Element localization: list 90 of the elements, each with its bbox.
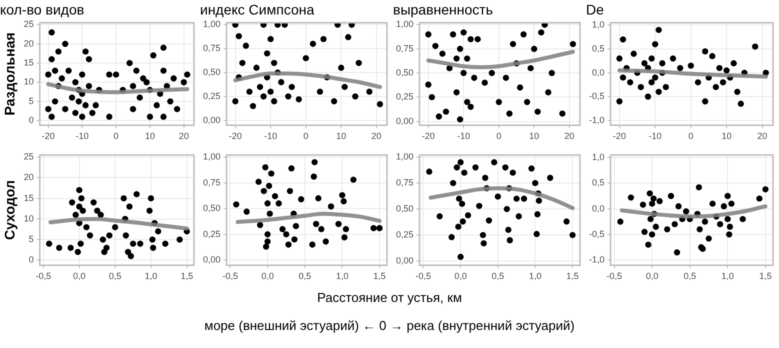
x-tick-label: -10 <box>76 131 89 142</box>
x-tick-label: 0 <box>114 131 119 142</box>
x-tick-label: 1,0 <box>721 271 734 282</box>
y-axis-title: Раздольная <box>1 32 18 116</box>
x-tick-label: -0,5 <box>415 271 432 282</box>
y-tick-label: -0,5 <box>588 228 605 239</box>
x-tick-label: 10 <box>722 131 732 142</box>
y-tick-label: 10 <box>24 213 34 224</box>
x-tick-label: 1,5 <box>566 271 579 282</box>
y-tick-label: -1,0 <box>588 114 605 125</box>
x-tick-label: 20 <box>178 131 189 142</box>
x-tick-label: 0 <box>496 131 502 142</box>
y-tick-label: 1,0 <box>592 20 605 30</box>
y-tick-label: 20 <box>24 38 34 48</box>
x-tick-label: -10 <box>457 131 470 142</box>
y-tick-label: 0,00 <box>202 114 221 125</box>
chart-title: выравненность <box>393 1 493 18</box>
x-tick-label: -20 <box>42 131 55 142</box>
y-tick-label: 5 <box>28 96 34 106</box>
y-tick-label: 0,25 <box>202 228 221 239</box>
x-tick-label: 0,0 <box>454 271 467 282</box>
x-tick-label: 20 <box>757 131 768 142</box>
x-tick-label: -0,5 <box>36 271 52 282</box>
y-tick-label: 25 <box>24 19 34 30</box>
x-tick-label: -20 <box>228 131 242 142</box>
y-tick-label: 25 <box>24 152 34 162</box>
text: море (внешний эстуарий) ← 0 → река (внутренний эстуарий) <box>203 318 576 333</box>
y-tick-label: 20 <box>24 172 34 182</box>
y-tick-label: 1,00 <box>396 152 414 162</box>
y-axis-title: Суходол <box>1 180 18 240</box>
x-tick-label: 1,0 <box>336 271 348 282</box>
y-tick-label: 0,25 <box>396 92 414 102</box>
y-tick-label: 1,00 <box>202 152 221 162</box>
x-axis-title: Расстояние от устья, км <box>316 290 463 305</box>
x-tick-label: 1,5 <box>759 271 772 282</box>
x-tick-label: 0,0 <box>72 271 86 282</box>
x-tick-label: 1,5 <box>180 271 194 282</box>
x-tick-label: 0 <box>688 131 694 142</box>
x-tick-label: 0,0 <box>646 271 658 282</box>
y-tick-label: 10 <box>24 76 34 87</box>
x-tick-label: -0,5 <box>222 271 238 282</box>
y-tick-label: 0,50 <box>396 68 414 78</box>
x-tick-label: 0,5 <box>298 271 312 282</box>
y-tick-label: 1,00 <box>396 19 414 30</box>
y-tick-label: 0,25 <box>396 230 414 240</box>
y-tick-label: 0,75 <box>396 43 414 54</box>
x-tick-label: -20 <box>422 131 435 142</box>
chart-title: De <box>586 1 604 18</box>
y-tick-label: 0,5 <box>592 178 605 188</box>
y-tick-label: 0,75 <box>202 43 221 54</box>
chart-title: индекс Симпсона <box>200 1 314 18</box>
y-tick-label: 15 <box>24 58 34 68</box>
y-tick-label: 0 <box>28 254 34 265</box>
x-tick-label: 10 <box>336 131 346 142</box>
y-tick-label: -1,0 <box>588 254 605 265</box>
x-tick-label: 0,5 <box>684 271 696 282</box>
y-tick-label: 0,25 <box>202 90 221 101</box>
x-tick-label: 20 <box>564 131 574 142</box>
y-tick-label: 0 <box>28 115 34 126</box>
y-tick-label: 0,00 <box>396 116 414 126</box>
x-tick-label: -10 <box>264 131 278 142</box>
x-tick-label: 0,5 <box>492 271 504 282</box>
y-tick-label: 5 <box>28 234 34 244</box>
x-tick-label: 1,0 <box>144 271 158 282</box>
y-tick-label: 0,50 <box>202 203 221 214</box>
y-tick-label: 0,5 <box>592 43 605 54</box>
x-tick-label: 20 <box>371 131 382 142</box>
chart-title: кол-во видов <box>0 1 84 18</box>
x-tick-label: 0,5 <box>108 271 122 282</box>
x-tick-label: 10 <box>529 131 540 142</box>
y-tick-label: 0,00 <box>396 256 414 266</box>
y-tick-label: 0,75 <box>396 178 414 188</box>
y-tick-label: 0,50 <box>202 67 221 78</box>
y-tick-label: 0,0 <box>592 67 605 78</box>
x-tick-label: 10 <box>144 131 155 142</box>
y-tick-label: -0,5 <box>588 91 605 102</box>
y-tick-label: 15 <box>24 192 34 203</box>
y-tick-label: 0,75 <box>202 177 221 188</box>
y-tick-label: 0,00 <box>202 254 221 265</box>
y-tick-label: 1,0 <box>592 152 605 162</box>
x-tick-label: 0 <box>303 131 308 142</box>
y-tick-label: 1,00 <box>202 19 221 30</box>
x-tick-label: 0,0 <box>261 271 274 282</box>
y-tick-label: 0,0 <box>592 203 605 214</box>
y-tick-label: 0,50 <box>396 204 414 214</box>
x-tick-label: -0,5 <box>606 271 622 282</box>
x-tick-label: -10 <box>648 131 662 142</box>
x-tick-label: 1,5 <box>373 271 386 282</box>
x-tick-label: 1,0 <box>528 271 542 282</box>
x-tick-label: -20 <box>612 131 626 142</box>
